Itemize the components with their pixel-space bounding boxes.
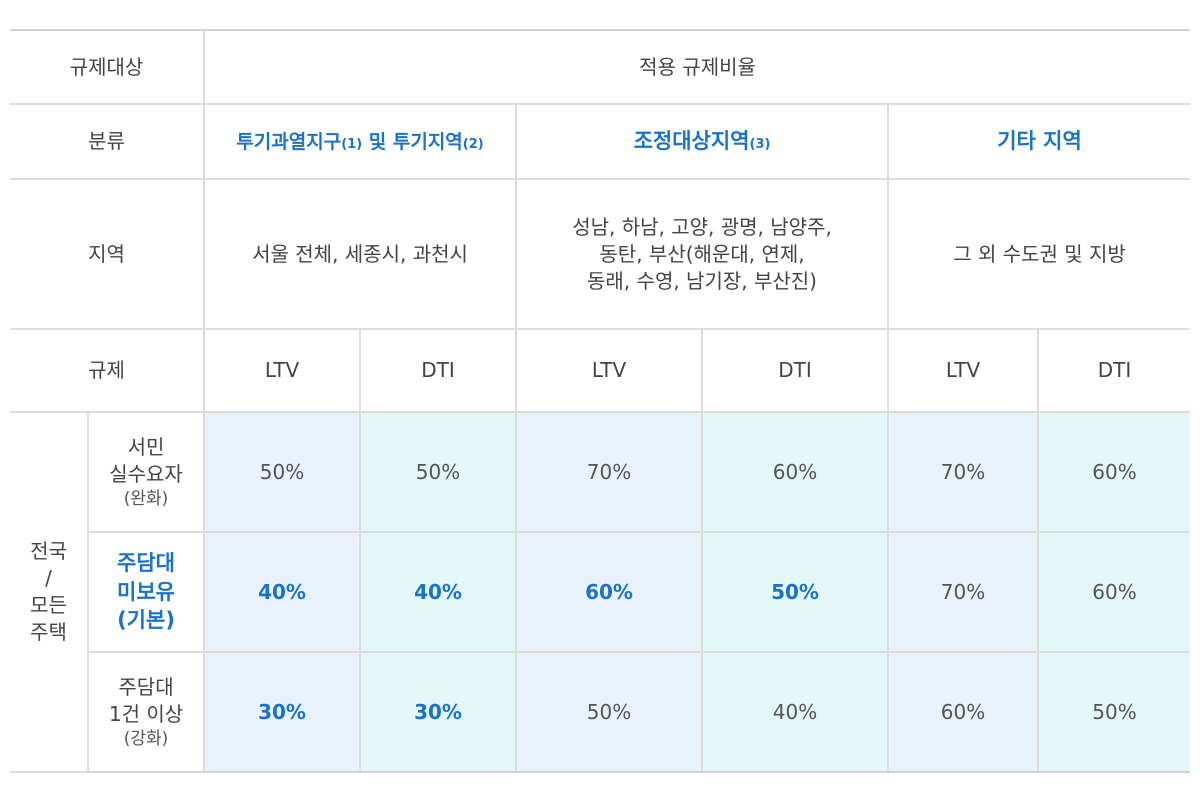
value-cell: 70%: [515, 411, 704, 533]
scope-cell: 전국 / 모든 주택: [10, 411, 89, 773]
classification-speculative-zone: 투기과열지구(1) 및 투기지역(2): [203, 103, 518, 180]
table-row: 전국 / 모든 주택 서민 실수요자 (완화) 50% 50% 70% 60% …: [10, 411, 1191, 773]
col-ltv-3: LTV: [887, 328, 1040, 413]
value-cell: 60%: [515, 531, 704, 653]
row-label-line: 미보유: [117, 579, 175, 604]
value-cell: 40%: [203, 531, 362, 653]
row-note: (강화): [123, 728, 169, 749]
row-label-line: 실수요자: [109, 461, 183, 486]
regulation-ratio-table: 규제대상 적용 규제비율 분류 투기과열지구(1) 및 투기지역(2) 조정대상…: [10, 29, 1191, 773]
value-cell: 30%: [203, 651, 362, 773]
row-label-line: 주담대: [117, 551, 175, 576]
row-label-line: 서민: [127, 434, 165, 459]
value-cell: 40%: [359, 531, 518, 653]
adjustment-target-zone: 조정대상지역: [633, 129, 750, 154]
region-adjustment-line-3: 동래, 수영, 남기장, 부산진): [587, 268, 817, 293]
footnote-1: (1): [341, 136, 363, 152]
header-row: 규제대상 적용 규제비율: [10, 29, 1191, 105]
conjunction: 및: [362, 130, 393, 153]
region-adjustment: 성남, 하남, 고양, 광명, 남양주, 동탄, 부산(해운대, 연제, 동래,…: [515, 178, 890, 330]
region-speculative: 서울 전체, 세종시, 과천시: [203, 178, 518, 330]
regulation-label-cell: 규제: [10, 328, 206, 413]
region-speculative-text: 서울 전체, 세종시, 과천시: [252, 241, 468, 266]
table-row: 주담대 1건 이상 (강화) 30% 30% 50% 40% 60% 50%: [10, 651, 1191, 773]
table-row: 주담대 미보유 (기본) 40% 40% 60% 50% 70% 60%: [10, 531, 1191, 653]
row-note: (완화): [123, 488, 169, 509]
row-label-default: 주담대 미보유 (기본): [88, 531, 206, 653]
other-zone: 기타 지역: [997, 129, 1082, 154]
speculative-zone: 투기지역: [392, 130, 463, 153]
footnote-2: (2): [462, 136, 484, 152]
regulation-row: 규제 LTV DTI LTV DTI LTV DTI: [10, 328, 1191, 413]
regulation-label: 규제: [88, 358, 125, 382]
scope-line: 전국: [30, 539, 67, 563]
region-row: 지역 서울 전체, 세종시, 과천시 성남, 하남, 고양, 광명, 남양주, …: [10, 178, 1191, 330]
value-cell: 60%: [887, 651, 1040, 773]
row-label-line: 주담대: [118, 674, 174, 699]
col-ltv-1: LTV: [203, 328, 362, 413]
scope-line: 모든: [30, 593, 67, 617]
speculative-overheated-zone: 투기과열지구: [236, 130, 342, 153]
col-dti-3: DTI: [1037, 328, 1191, 413]
value-cell: 40%: [701, 651, 890, 773]
value-cell: 70%: [887, 531, 1040, 653]
value-cell: 60%: [1037, 411, 1191, 533]
value-cell: 50%: [701, 531, 890, 653]
region-adjustment-line-2: 동탄, 부산(해운대, 연제,: [599, 241, 805, 266]
region-other: 그 외 수도권 및 지방: [887, 178, 1191, 330]
value-cell: 50%: [359, 411, 518, 533]
value-cell: 50%: [203, 411, 362, 533]
value-cell: 30%: [359, 651, 518, 773]
region-label-cell: 지역: [10, 178, 206, 330]
value-cell: 60%: [701, 411, 890, 533]
col-ltv-2: LTV: [515, 328, 704, 413]
row-label-line: 1건 이상: [108, 701, 184, 726]
applied-header-label: 적용 규제비율: [639, 54, 756, 79]
classification-label-cell: 분류: [10, 103, 206, 180]
value-cell: 70%: [887, 411, 1040, 533]
value-cell: 50%: [1037, 651, 1191, 773]
classification-label: 분류: [88, 129, 125, 153]
value-cell: 60%: [1037, 531, 1191, 653]
target-header-label: 규제대상: [69, 54, 144, 79]
col-dti-1: DTI: [359, 328, 518, 413]
row-label-relaxed: 서민 실수요자 (완화): [86, 411, 206, 533]
value-cell: 50%: [515, 651, 704, 773]
region-other-text: 그 외 수도권 및 지방: [953, 241, 1126, 266]
row-label-line: (기본): [117, 608, 175, 633]
classification-row: 분류 투기과열지구(1) 및 투기지역(2) 조정대상지역(3) 기타 지역: [10, 103, 1191, 180]
col-dti-2: DTI: [701, 328, 890, 413]
classification-other-zone: 기타 지역: [887, 103, 1191, 180]
row-label-strengthened: 주담대 1건 이상 (강화): [88, 651, 206, 773]
target-header: 규제대상: [10, 29, 206, 105]
region-adjustment-line-1: 성남, 하남, 고양, 광명, 남양주,: [572, 214, 832, 239]
classification-adjustment-zone: 조정대상지역(3): [515, 103, 890, 180]
applied-header: 적용 규제비율: [203, 29, 1191, 105]
footnote-3: (3): [749, 137, 771, 153]
scope-line: /: [45, 566, 52, 590]
region-label: 지역: [88, 241, 125, 266]
scope-line: 주택: [30, 620, 67, 644]
